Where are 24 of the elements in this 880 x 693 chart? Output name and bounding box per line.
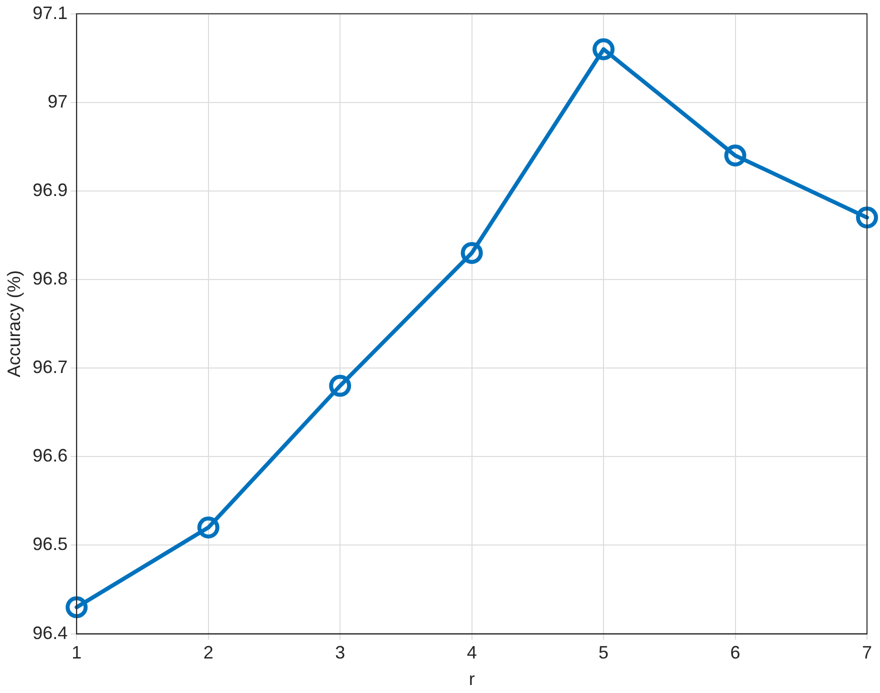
x-tick-label: 6 [730, 642, 740, 663]
x-tick-label: 7 [862, 642, 872, 663]
point [197, 516, 220, 539]
point [856, 206, 878, 229]
point [66, 596, 88, 618]
x-tick-label: 1 [72, 642, 82, 663]
point [460, 242, 483, 264]
x-tick-label: 4 [466, 642, 477, 663]
y-tick-label: 97.1 [32, 2, 68, 23]
x-tick-label: 3 [335, 642, 346, 663]
y-tick-label: 96.5 [32, 534, 68, 554]
y-tick-label: 96.6 [32, 446, 68, 466]
y-tick-label: 96.4 [32, 622, 68, 643]
y-tick-label: 96.8 [32, 268, 68, 288]
x-tick-label: 5 [598, 642, 609, 663]
y-tick-label: 96.9 [32, 180, 68, 200]
x-tick-label: 2 [203, 642, 214, 663]
point [329, 374, 352, 397]
y-tick-label: 96.7 [32, 357, 68, 378]
y-tick-label: 97 [48, 91, 68, 112]
point [592, 38, 615, 60]
y-axis-title: Accuracy (%) [4, 270, 24, 378]
x-axis-title: r [468, 669, 475, 690]
point [724, 144, 746, 167]
